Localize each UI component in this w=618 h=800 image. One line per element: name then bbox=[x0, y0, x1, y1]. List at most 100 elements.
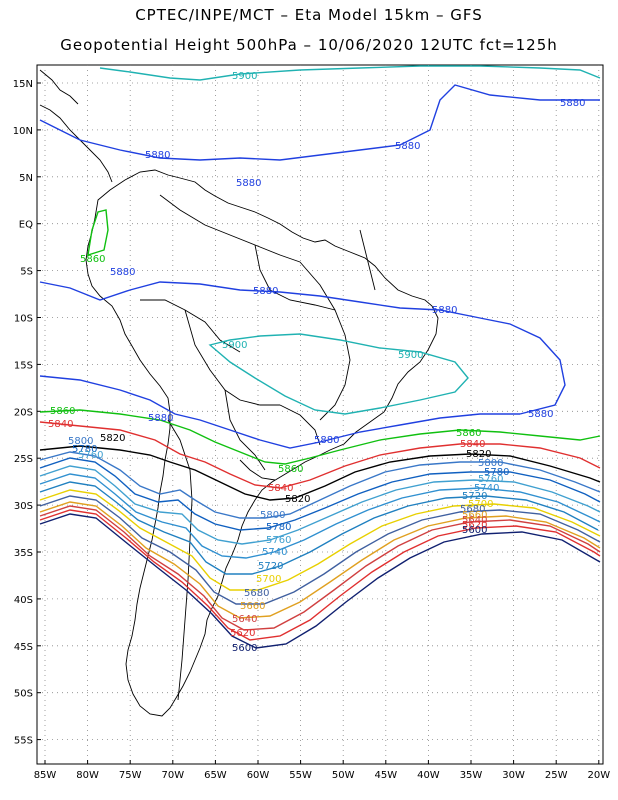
axis-ticks: 15N 10N 5N EQ 5S 10S 15S 20S 25S 30S 35S 40S 45S 50S 5… bbox=[13, 79, 610, 781]
label-5640-a: 5640 bbox=[232, 614, 257, 625]
lat-tick-label: 40S bbox=[14, 595, 33, 606]
contour-5800 bbox=[39, 451, 601, 519]
label-5620-a: 5620 bbox=[230, 628, 255, 639]
label-5780-a: 5780 bbox=[72, 444, 97, 455]
contour-5860-inner bbox=[87, 209, 109, 257]
lat-tick-label: 10S bbox=[14, 314, 33, 325]
caribbean-coast bbox=[39, 69, 79, 105]
lon-tick-label: 20W bbox=[587, 770, 610, 781]
border-8 bbox=[279, 404, 321, 446]
label-5880-i: 5880 bbox=[314, 435, 339, 446]
label-5780-b: 5780 bbox=[266, 522, 291, 533]
label-5840-c: 5840 bbox=[460, 439, 485, 450]
lon-tick-label: 80W bbox=[76, 770, 99, 781]
contour-5880-north bbox=[39, 84, 600, 161]
label-5880-b: 5880 bbox=[395, 141, 420, 152]
contour-5900-north bbox=[99, 65, 601, 81]
lat-tick-label: 35S bbox=[14, 548, 33, 559]
contour-5760 bbox=[39, 465, 601, 545]
lon-tick-label: 25W bbox=[545, 770, 568, 781]
lat-tick-label: EQ bbox=[19, 220, 33, 231]
lon-tick-label: 40W bbox=[417, 770, 440, 781]
lon-tick-label: 85W bbox=[34, 770, 57, 781]
label-5860-a: 5860 bbox=[80, 254, 105, 265]
lon-tick-label: 65W bbox=[204, 770, 227, 781]
label-5880-g: 5880 bbox=[432, 305, 457, 316]
contours bbox=[39, 65, 601, 649]
label-5760-a: 5760 bbox=[78, 450, 103, 461]
label-5660-a: 5660 bbox=[240, 601, 265, 612]
lat-tick-label: 5S bbox=[20, 267, 33, 278]
lat-tick-label: 25S bbox=[14, 454, 33, 465]
contour-5880-south bbox=[39, 375, 520, 449]
chart-title-line1: CPTEC/INPE/MCT – Eta Model 15km – GFS bbox=[135, 6, 483, 24]
lat-tick-label: 30S bbox=[14, 501, 33, 512]
lon-tick-label: 55W bbox=[289, 770, 312, 781]
border-6 bbox=[299, 261, 351, 421]
contour-5900-central bbox=[208, 333, 469, 415]
lat-tick-label: 15N bbox=[13, 79, 33, 90]
border-5 bbox=[167, 419, 193, 701]
lat-tick-label: 10N bbox=[13, 126, 33, 137]
label-5880-c: 5880 bbox=[145, 150, 170, 161]
label-5820-b: 5820 bbox=[285, 494, 310, 505]
contour-5880-mid bbox=[39, 281, 566, 415]
lat-tick-label: 15S bbox=[14, 360, 33, 371]
label-5900-a: 5900 bbox=[232, 71, 257, 82]
contour-5740 bbox=[39, 473, 601, 559]
lat-tick-label: 50S bbox=[14, 689, 33, 700]
label-5800-b: 5800 bbox=[260, 510, 285, 521]
label-5600-b: 5600 bbox=[462, 525, 487, 536]
label-5800-a: 5800 bbox=[68, 436, 93, 447]
contour-5660 bbox=[39, 501, 601, 619]
label-5860-d: 5860 bbox=[456, 428, 481, 439]
label-5880-j: 5880 bbox=[528, 409, 553, 420]
label-5720-b: 5720 bbox=[462, 491, 487, 502]
contour-5860 bbox=[39, 409, 601, 465]
lat-tick-label: 55S bbox=[14, 736, 33, 747]
contour-labels: 5900 5900 5900 5880 5880 5880 5880 5880 … bbox=[48, 71, 585, 654]
lat-tick-label: 45S bbox=[14, 642, 33, 653]
label-5800-c: 5800 bbox=[478, 458, 503, 469]
lat-tick-label: 20S bbox=[14, 407, 33, 418]
contour-5780 bbox=[39, 457, 601, 531]
lon-tick-label: 75W bbox=[119, 770, 142, 781]
label-5620-b: 5620 bbox=[462, 520, 487, 531]
label-5820-c: 5820 bbox=[466, 449, 491, 460]
label-5880-f: 5880 bbox=[253, 286, 278, 297]
lon-tick-label: 45W bbox=[374, 770, 397, 781]
lon-tick-label: 50W bbox=[332, 770, 355, 781]
lon-tick-label: 60W bbox=[247, 770, 270, 781]
contour-5640 bbox=[39, 505, 601, 631]
label-5680-a: 5680 bbox=[244, 588, 269, 599]
lon-tick-label: 30W bbox=[502, 770, 525, 781]
label-5740-a: 5740 bbox=[262, 547, 287, 558]
label-5880-a: 5880 bbox=[560, 98, 585, 109]
chart-title-line2: Geopotential Height 500hPa – 10/06/2020 … bbox=[60, 36, 558, 54]
contour-5620 bbox=[39, 509, 601, 641]
label-5700-b: 5700 bbox=[468, 499, 493, 510]
label-5840-a: 5840 bbox=[48, 419, 73, 430]
lon-tick-label: 35W bbox=[460, 770, 483, 781]
label-5720-a: 5720 bbox=[258, 561, 283, 572]
label-5600-a: 5600 bbox=[232, 643, 257, 654]
contour-5820 bbox=[39, 445, 601, 501]
label-5900-c: 5900 bbox=[398, 350, 423, 361]
contour-5680 bbox=[39, 495, 601, 605]
lat-tick-label: 5N bbox=[19, 173, 33, 184]
label-5860-b: 5860 bbox=[50, 406, 75, 417]
contour-5600 bbox=[39, 513, 601, 649]
label-5760-b: 5760 bbox=[266, 535, 291, 546]
label-5860-c: 5860 bbox=[278, 464, 303, 475]
border-9 bbox=[359, 229, 376, 291]
contour-5720 bbox=[39, 481, 599, 575]
label-5780-c: 5780 bbox=[484, 467, 509, 478]
contour-5840 bbox=[39, 421, 601, 489]
label-5740-b: 5740 bbox=[474, 483, 499, 494]
lon-tick-label: 70W bbox=[161, 770, 184, 781]
border-1 bbox=[159, 194, 301, 263]
border-10 bbox=[239, 459, 276, 481]
label-5880-h: 5880 bbox=[148, 413, 173, 424]
label-5760-c: 5760 bbox=[478, 474, 503, 485]
